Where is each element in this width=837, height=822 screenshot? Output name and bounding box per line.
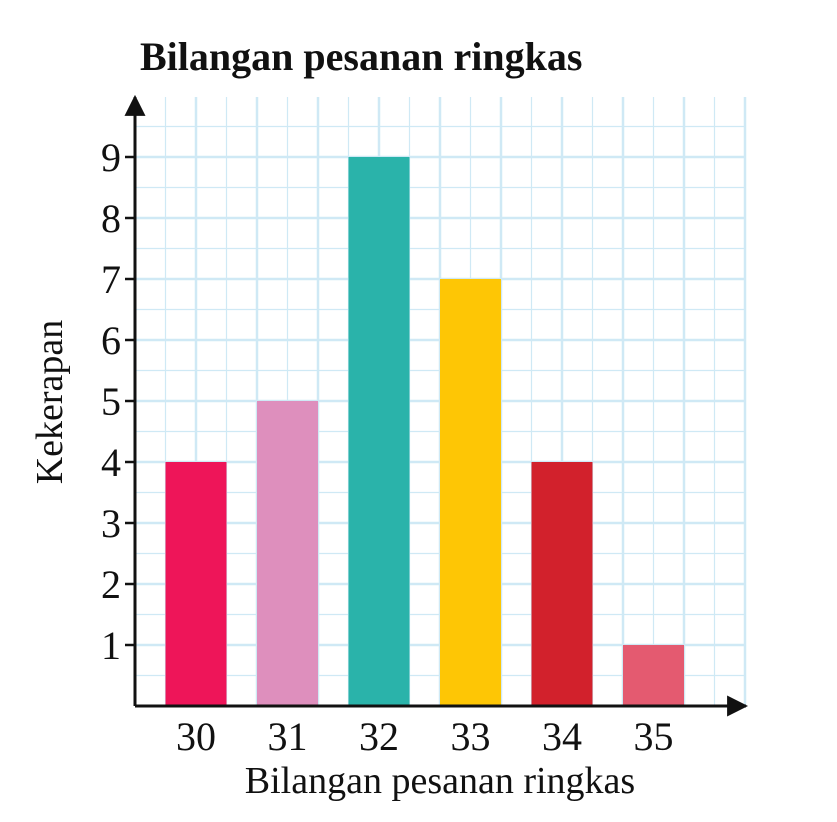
x-axis-label: Bilangan pesanan ringkas xyxy=(245,760,635,802)
y-tick-label: 2 xyxy=(101,562,121,607)
x-tick-label: 32 xyxy=(359,714,399,759)
y-tick-label: 8 xyxy=(101,196,121,241)
y-tick-label: 3 xyxy=(101,501,121,546)
bar-31 xyxy=(257,401,318,706)
bar-33 xyxy=(440,279,501,706)
x-tick-label: 35 xyxy=(634,714,674,759)
bars xyxy=(165,157,684,706)
y-tick-label: 9 xyxy=(101,135,121,180)
bar-34 xyxy=(531,462,593,706)
y-axis-label: Kekerapan xyxy=(29,320,71,485)
bar-32 xyxy=(348,157,410,706)
x-tick-label: 30 xyxy=(176,714,216,759)
chart-title: Bilangan pesanan ringkas xyxy=(140,34,582,79)
x-tick-label: 33 xyxy=(451,714,491,759)
x-tick-label: 34 xyxy=(542,714,582,759)
y-tick-label: 1 xyxy=(101,623,121,668)
bar-35 xyxy=(623,645,684,706)
bar-30 xyxy=(165,462,227,706)
x-tick-label: 31 xyxy=(268,714,308,759)
y-tick-label: 7 xyxy=(101,257,121,302)
y-tick-label: 6 xyxy=(101,318,121,363)
y-tick-label: 5 xyxy=(101,379,121,424)
y-tick-label: 4 xyxy=(101,440,121,485)
